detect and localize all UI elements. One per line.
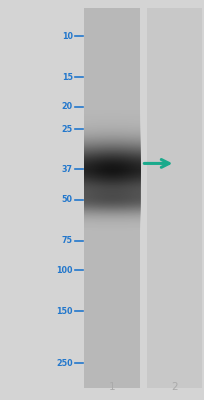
- Bar: [146, 8, 201, 388]
- Text: 75: 75: [61, 236, 72, 245]
- Text: 100: 100: [56, 266, 72, 274]
- Text: 150: 150: [56, 307, 72, 316]
- Text: 25: 25: [61, 125, 72, 134]
- Text: 10: 10: [61, 32, 72, 41]
- Text: 1: 1: [108, 382, 115, 392]
- Text: 2: 2: [170, 382, 177, 392]
- Text: 15: 15: [61, 73, 72, 82]
- Text: 250: 250: [56, 358, 72, 368]
- Bar: [84, 8, 140, 388]
- Text: 50: 50: [61, 195, 72, 204]
- Text: 20: 20: [61, 102, 72, 111]
- Text: 37: 37: [61, 164, 72, 174]
